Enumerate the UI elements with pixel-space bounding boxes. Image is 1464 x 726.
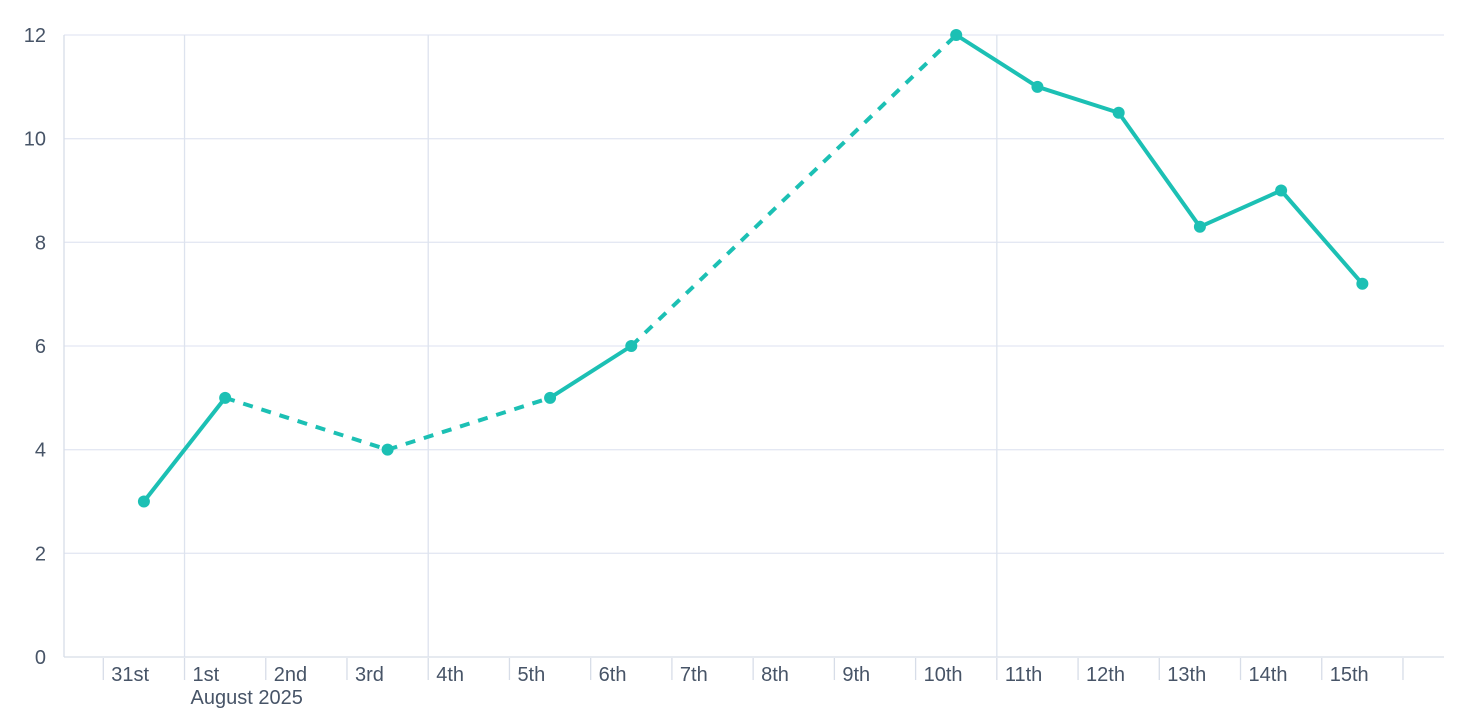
series-segment-solid bbox=[1035, 84, 1121, 115]
y-axis-tick-label: 8 bbox=[35, 232, 46, 254]
series-segment-solid bbox=[1279, 188, 1365, 286]
data-point-5th[interactable] bbox=[544, 391, 557, 404]
x-axis-tick-label: 10th bbox=[924, 664, 963, 686]
data-point-13th[interactable] bbox=[1193, 220, 1206, 233]
data-point-6th[interactable] bbox=[625, 340, 638, 352]
series-segment-solid bbox=[1197, 188, 1284, 229]
y-axis-tick-label: 0 bbox=[35, 647, 46, 669]
y-axis-tick-label: 12 bbox=[24, 25, 46, 47]
x-axis-tick-label: 9th bbox=[842, 664, 870, 686]
data-point-14th[interactable] bbox=[1275, 184, 1288, 197]
x-axis-month-label: August 2025 bbox=[191, 687, 303, 709]
x-axis-tick-label: 5th bbox=[517, 664, 545, 686]
x-axis-tick-label: 3rd bbox=[355, 664, 384, 686]
x-axis-tick-label: 31st bbox=[111, 664, 149, 686]
x-axis-tick-label: 8th bbox=[761, 664, 789, 686]
series-segment-dashed bbox=[386, 395, 551, 452]
y-axis-tick-label: 10 bbox=[24, 129, 46, 151]
data-point-1st[interactable] bbox=[219, 391, 232, 404]
data-point-15th[interactable] bbox=[1356, 277, 1369, 290]
x-axis-tick-label: 1st bbox=[193, 664, 220, 686]
data-point-12th[interactable] bbox=[1112, 106, 1125, 119]
data-point-3rd[interactable] bbox=[381, 443, 394, 456]
x-axis-tick-label: 12th bbox=[1086, 664, 1125, 686]
x-axis-tick-label: 4th bbox=[436, 664, 464, 686]
data-point-10th[interactable] bbox=[950, 29, 963, 41]
y-axis-tick-label: 6 bbox=[35, 336, 46, 358]
series-segment-solid bbox=[548, 344, 634, 400]
x-axis-tick-label: 6th bbox=[599, 664, 627, 686]
x-axis-tick-label: 2nd bbox=[274, 664, 307, 686]
series-segment-dashed bbox=[629, 33, 958, 348]
data-point-31st[interactable] bbox=[137, 495, 150, 508]
series-segment-solid bbox=[1116, 110, 1202, 229]
x-axis-tick-label: 14th bbox=[1249, 664, 1288, 686]
y-axis-tick-label: 4 bbox=[35, 440, 46, 462]
x-axis-tick-label: 15th bbox=[1330, 664, 1369, 686]
x-axis-tick-label: 11th bbox=[1005, 664, 1042, 686]
x-axis-tick-label: 7th bbox=[680, 664, 708, 686]
data-point-11th[interactable] bbox=[1031, 80, 1044, 93]
x-axis-tick-label: 13th bbox=[1167, 664, 1206, 686]
series-segment-solid bbox=[141, 395, 228, 504]
series-segment-solid bbox=[954, 33, 1040, 89]
series-segment-dashed bbox=[224, 395, 389, 452]
y-axis-tick-label: 2 bbox=[35, 543, 46, 565]
